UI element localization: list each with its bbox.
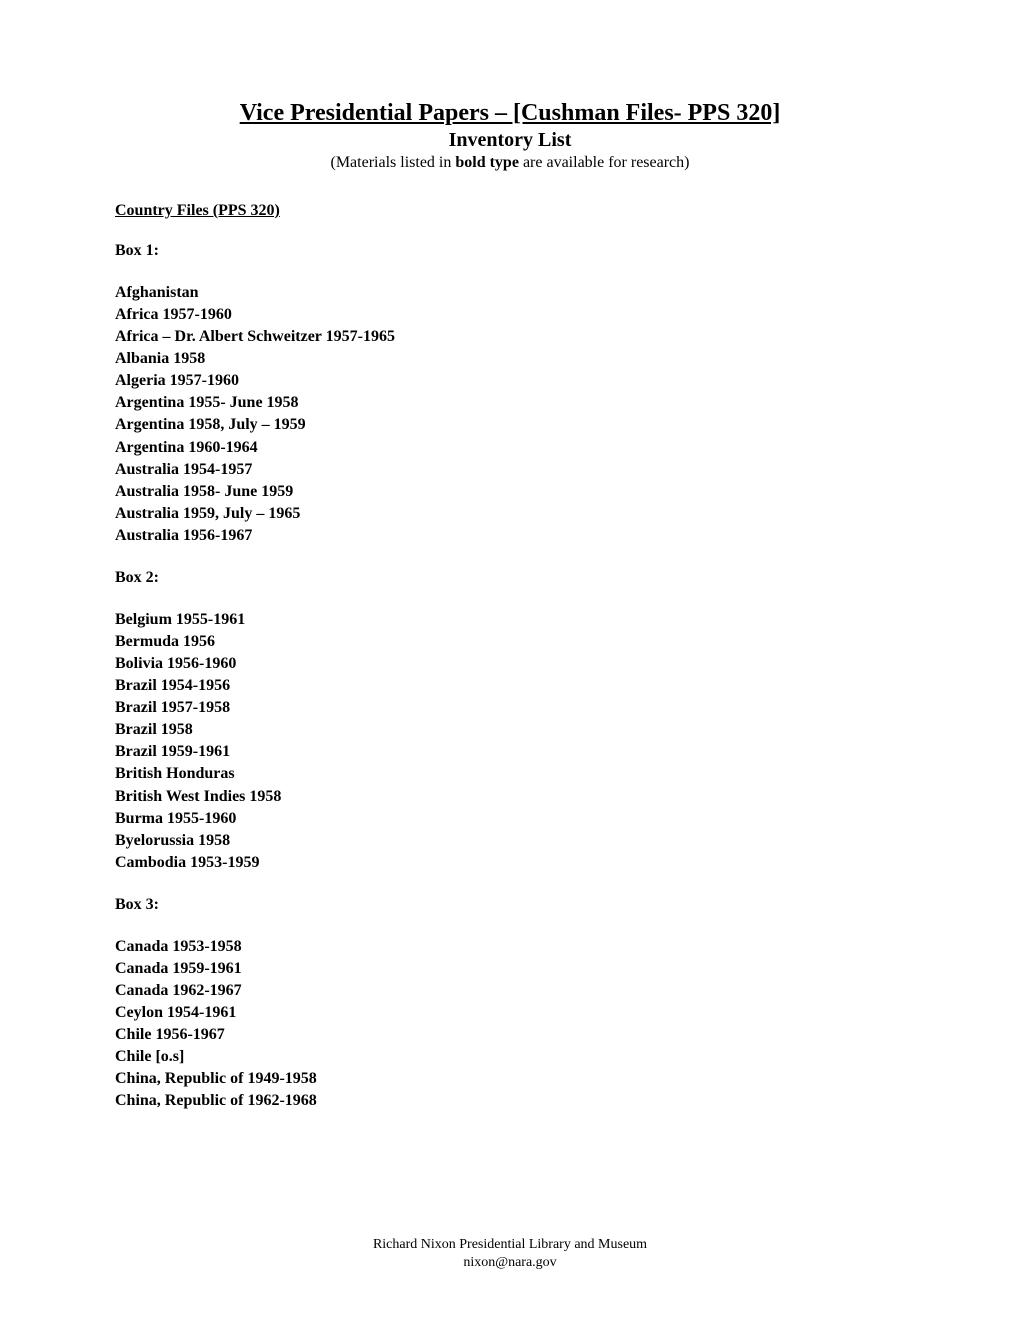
section-heading: Country Files (PPS 320): [115, 202, 905, 220]
list-item: British Honduras: [115, 763, 905, 785]
list-item: Argentina 1958, July – 1959: [115, 414, 905, 436]
list-item: Algeria 1957-1960: [115, 370, 905, 392]
list-item: Brazil 1959-1961: [115, 741, 905, 763]
list-item: Canada 1962-1967: [115, 980, 905, 1002]
main-title: Vice Presidential Papers – [Cushman File…: [115, 100, 905, 127]
list-item: Brazil 1957-1958: [115, 697, 905, 719]
list-item: British West Indies 1958: [115, 786, 905, 808]
document-header: Vice Presidential Papers – [Cushman File…: [115, 100, 905, 172]
list-item: Argentina 1960-1964: [115, 437, 905, 459]
list-item: Australia 1956-1967: [115, 525, 905, 547]
list-item: Afghanistan: [115, 282, 905, 304]
list-item: Albania 1958: [115, 348, 905, 370]
note-suffix: are available for research): [519, 154, 690, 171]
box-3: Box 3: Canada 1953-1958 Canada 1959-1961…: [115, 896, 905, 1113]
list-item: Canada 1953-1958: [115, 936, 905, 958]
box-1: Box 1: Afghanistan Africa 1957-1960 Afri…: [115, 242, 905, 547]
box-2: Box 2: Belgium 1955-1961 Bermuda 1956 Bo…: [115, 569, 905, 874]
entry-list: Canada 1953-1958 Canada 1959-1961 Canada…: [115, 936, 905, 1113]
footer-email: nixon@nara.gov: [0, 1254, 1020, 1272]
list-item: Ceylon 1954-1961: [115, 1002, 905, 1024]
list-item: Burma 1955-1960: [115, 808, 905, 830]
box-label: Box 1:: [115, 242, 905, 260]
list-item: Bermuda 1956: [115, 631, 905, 653]
page-footer: Richard Nixon Presidential Library and M…: [0, 1236, 1020, 1272]
box-label: Box 2:: [115, 569, 905, 587]
list-item: Brazil 1954-1956: [115, 675, 905, 697]
list-item: Canada 1959-1961: [115, 958, 905, 980]
footer-org: Richard Nixon Presidential Library and M…: [0, 1236, 1020, 1254]
note-bold: bold type: [455, 154, 519, 171]
list-item: Chile [o.s]: [115, 1046, 905, 1068]
entry-list: Afghanistan Africa 1957-1960 Africa – Dr…: [115, 282, 905, 547]
list-item: Argentina 1955- June 1958: [115, 392, 905, 414]
availability-note: (Materials listed in bold type are avail…: [115, 154, 905, 172]
list-item: Australia 1959, July – 1965: [115, 503, 905, 525]
list-item: Byelorussia 1958: [115, 830, 905, 852]
list-item: Africa – Dr. Albert Schweitzer 1957-1965: [115, 326, 905, 348]
list-item: Australia 1958- June 1959: [115, 481, 905, 503]
list-item: China, Republic of 1962-1968: [115, 1090, 905, 1112]
note-prefix: (Materials listed in: [331, 154, 456, 171]
list-item: China, Republic of 1949-1958: [115, 1068, 905, 1090]
list-item: Bolivia 1956-1960: [115, 653, 905, 675]
box-label: Box 3:: [115, 896, 905, 914]
entry-list: Belgium 1955-1961 Bermuda 1956 Bolivia 1…: [115, 609, 905, 874]
list-item: Brazil 1958: [115, 719, 905, 741]
subtitle: Inventory List: [115, 129, 905, 152]
list-item: Belgium 1955-1961: [115, 609, 905, 631]
list-item: Cambodia 1953-1959: [115, 852, 905, 874]
list-item: Africa 1957-1960: [115, 304, 905, 326]
list-item: Australia 1954-1957: [115, 459, 905, 481]
list-item: Chile 1956-1967: [115, 1024, 905, 1046]
